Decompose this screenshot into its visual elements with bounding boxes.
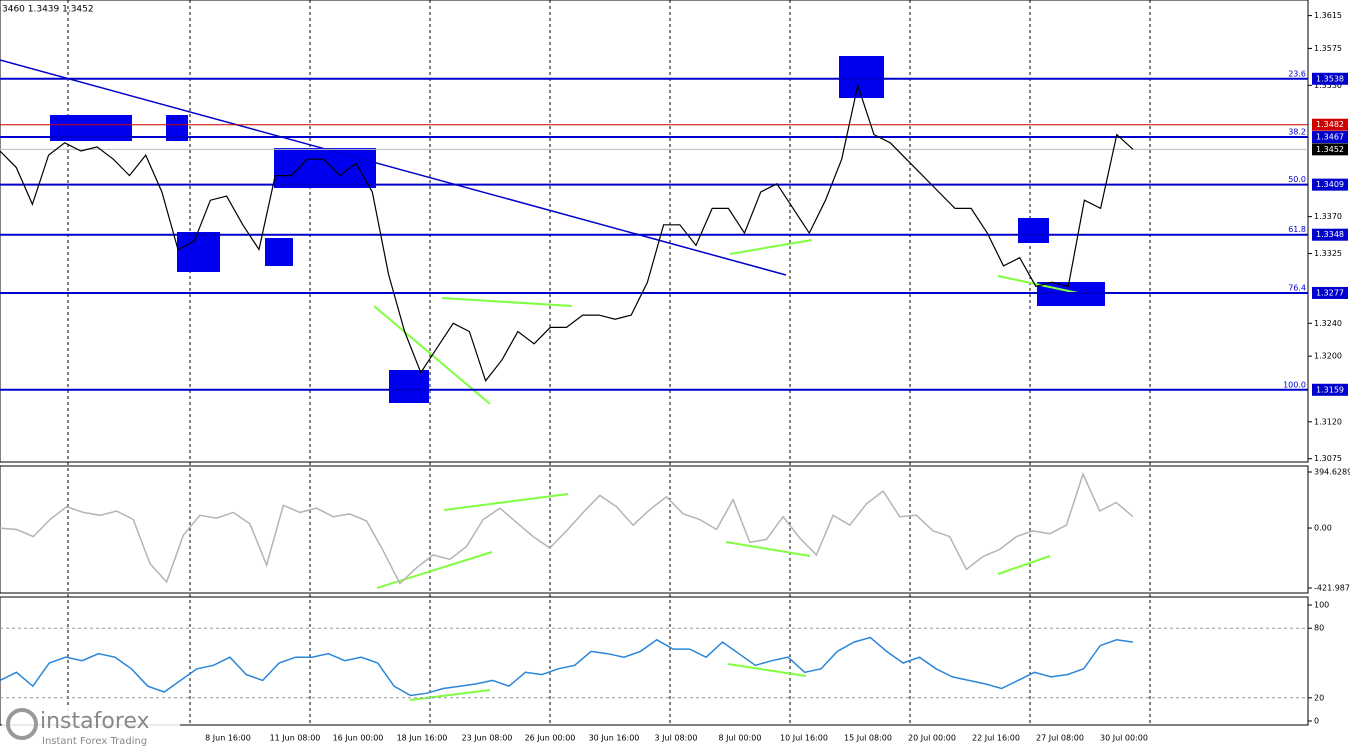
y-tick-label: 1.3120 (1314, 417, 1342, 426)
price-box (1312, 178, 1348, 191)
price-box-label: 1.3467 (1316, 133, 1344, 142)
cci-panel (0, 465, 1309, 594)
x-tick-label: 26 Jun 00:00 (525, 734, 576, 743)
fib-label: 100.0 (1283, 380, 1306, 389)
price-box (1312, 143, 1348, 156)
highlight-boxes (50, 56, 1105, 403)
x-tick-label: 3 Jul 08:00 (655, 734, 698, 743)
x-tick-label: 30 Jun 16:00 (589, 734, 640, 743)
fib-label: 76.4 (1288, 283, 1306, 292)
price-box (1312, 118, 1348, 131)
y-tick-label: 1.3240 (1314, 319, 1342, 328)
price-header: 3460 1.3439 1.3452 (2, 5, 94, 15)
x-tick-label: 10 Jul 16:00 (780, 734, 828, 743)
price-box-label: 1.3409 (1316, 180, 1344, 189)
x-tick-label: 15 Jul 08:00 (844, 734, 892, 743)
price-box-label: 1.3482 (1316, 120, 1344, 129)
price-box-label: 1.3159 (1316, 385, 1344, 394)
fib-label: 38.2 (1288, 128, 1306, 137)
fib-label: 23.6 (1288, 69, 1306, 78)
y-tick-label: 394.6289 (1314, 468, 1350, 477)
y-tick-label: 1.3615 (1314, 11, 1342, 20)
x-tick-label: 8 Jul 00:00 (719, 734, 762, 743)
x-tick-label: 20 Jul 00:00 (908, 734, 956, 743)
x-tick-label: 23 Jun 08:00 (462, 734, 513, 743)
price-box (1312, 383, 1348, 396)
logo-tagline: Instant Forex Trading (42, 736, 147, 747)
series-line (0, 472, 1134, 585)
price-box (1312, 286, 1348, 299)
logo-icon (6, 708, 38, 740)
x-tick-label: 18 Jun 16:00 (397, 734, 448, 743)
y-tick-label: 1.3530 (1314, 81, 1342, 90)
x-tick-label: 11 Jun 08:00 (270, 734, 321, 743)
divergence-lines (373, 239, 1079, 701)
fib-label: 61.8 (1288, 225, 1306, 234)
series-line (0, 636, 1134, 697)
price-box (1312, 228, 1348, 241)
rsi-panel (0, 596, 1309, 726)
y-tick-label: 80 (1314, 624, 1324, 633)
vertical-grid (67, 0, 1151, 725)
y-tick-label: 1.3075 (1314, 454, 1342, 463)
y-tick-label: 0.00 (1314, 524, 1332, 533)
fib-label: 50.0 (1288, 175, 1306, 184)
price-box-label: 1.3348 (1316, 230, 1344, 239)
logo-name: instaforex (40, 709, 150, 734)
y-tick-label: -421.9874 (1314, 584, 1350, 593)
price-box-label: 1.3277 (1316, 288, 1344, 297)
trend-line (0, 59, 787, 276)
y-tick-label: 1.3575 (1314, 44, 1342, 53)
x-tick-label: 27 Jul 08:00 (1036, 734, 1084, 743)
price-box (1312, 131, 1348, 144)
y-tick-label: 1.3200 (1314, 352, 1342, 361)
x-tick-label: 22 Jul 16:00 (972, 734, 1020, 743)
price-box-label: 1.3452 (1316, 145, 1344, 154)
y-tick-label: 20 (1314, 693, 1324, 702)
y-tick-label: 0 (1314, 717, 1319, 726)
x-tick-label: 16 Jun 00:00 (333, 734, 384, 743)
price-box (1312, 72, 1348, 85)
y-tick-label: 100 (1314, 601, 1329, 610)
price-panel (0, 0, 1309, 463)
price-box-label: 1.3538 (1316, 74, 1344, 83)
y-tick-label: 1.3325 (1314, 249, 1342, 258)
y-tick-label: 1.3370 (1314, 212, 1342, 221)
series-line (0, 83, 1134, 383)
x-tick-label: 30 Jul 00:00 (1100, 734, 1148, 743)
x-tick-label: 8 Jun 16:00 (205, 734, 251, 743)
